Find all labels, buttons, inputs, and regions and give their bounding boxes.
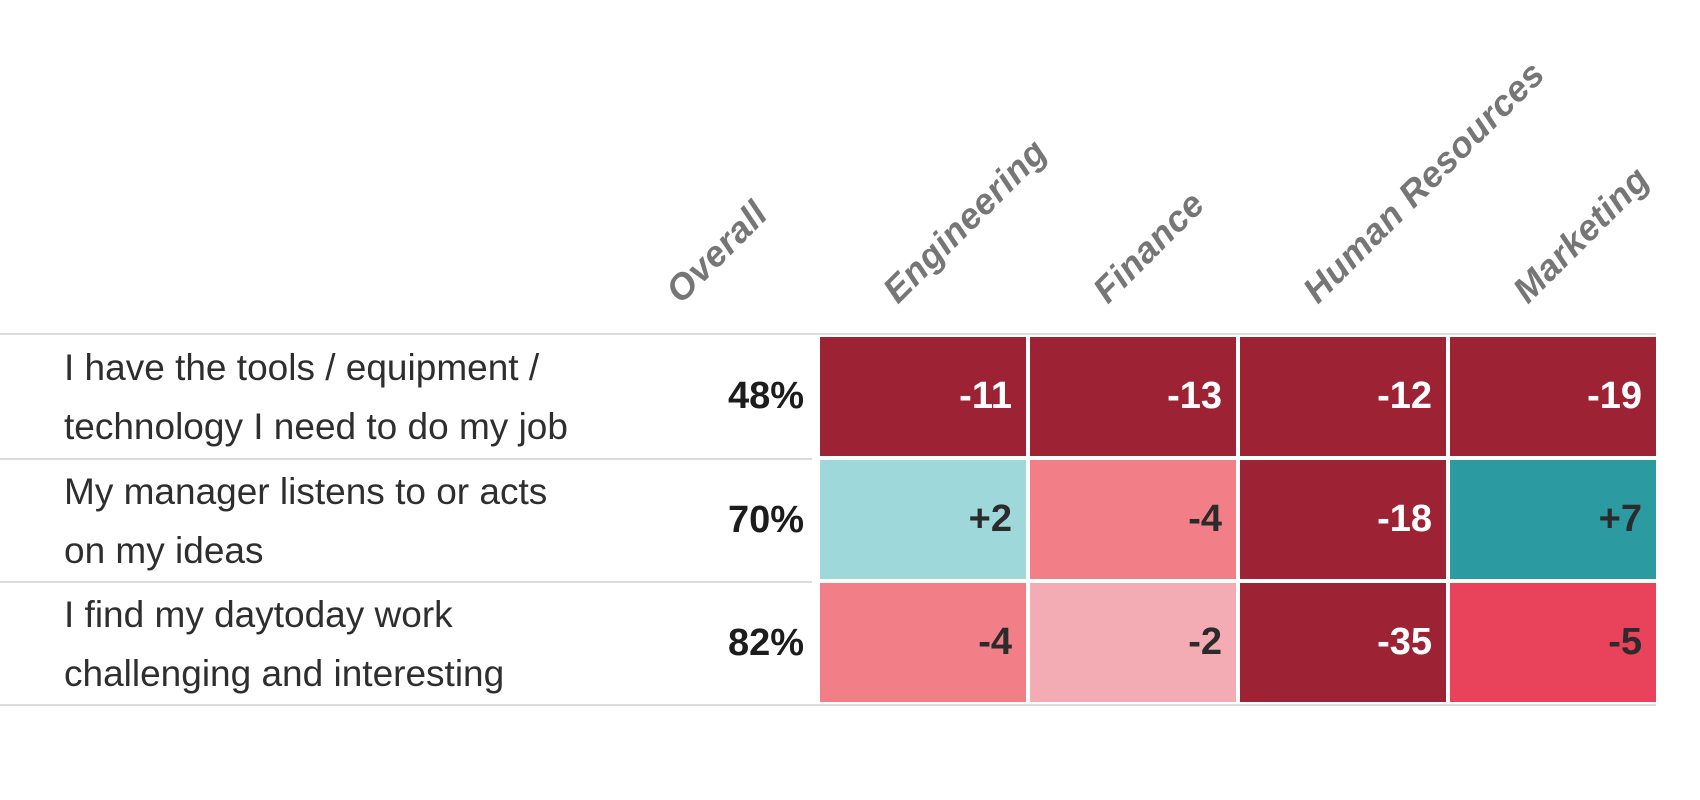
overall-percent-value: 48% [727, 375, 804, 417]
row-left-section: My manager listens to or acts on my idea… [0, 458, 812, 581]
column-header-marketing: Marketing [1504, 158, 1658, 311]
heat-cell: -13 [1030, 337, 1236, 456]
row-question-label: I find my daytoday work challenging and … [64, 593, 505, 694]
heat-cells-group: -11 -13 -12 -19 [820, 335, 1656, 458]
heat-cell: -5 [1450, 583, 1656, 702]
row-question-cell: I find my daytoday work challenging and … [0, 583, 584, 704]
overall-percent-value: 70% [727, 499, 804, 541]
heat-cell: -4 [820, 583, 1026, 702]
row-question-label: I have the tools / equipment / technolog… [64, 346, 568, 447]
heat-cell: -19 [1450, 337, 1656, 456]
column-header-finance: Finance [1084, 182, 1213, 311]
row-left-section: I find my daytoday work challenging and … [0, 581, 812, 704]
table-row: I find my daytoday work challenging and … [0, 581, 1656, 704]
heat-cell: -18 [1240, 460, 1446, 579]
column-headers: Overall Engineering Finance Human Resources… [0, 0, 1700, 333]
heat-cell: -2 [1030, 583, 1236, 702]
overall-percent-value: 82% [727, 622, 804, 664]
heat-cells-group: -4 -2 -35 -5 [820, 581, 1656, 704]
column-header-overall: Overall [657, 192, 776, 311]
row-question-label: My manager listens to or acts on my idea… [64, 470, 548, 571]
table-row: I have the tools / equipment / technolog… [0, 335, 1656, 458]
heat-cell: -12 [1240, 337, 1446, 456]
heat-cell: +7 [1450, 460, 1656, 579]
row-question-cell: I have the tools / equipment / technolog… [0, 335, 584, 458]
heat-cell: -35 [1240, 583, 1446, 702]
column-header-engineering: Engineering [874, 130, 1055, 311]
heat-cells-group: +2 -4 -18 +7 [820, 458, 1656, 581]
heat-cell: +2 [820, 460, 1026, 579]
heatmap-table: I have the tools / equipment / technolog… [0, 333, 1656, 706]
row-question-cell: My manager listens to or acts on my idea… [0, 460, 584, 581]
heat-cell: -11 [820, 337, 1026, 456]
heat-cell: -4 [1030, 460, 1236, 579]
row-left-section: I have the tools / equipment / technolog… [0, 335, 812, 458]
table-row: My manager listens to or acts on my idea… [0, 458, 1656, 581]
